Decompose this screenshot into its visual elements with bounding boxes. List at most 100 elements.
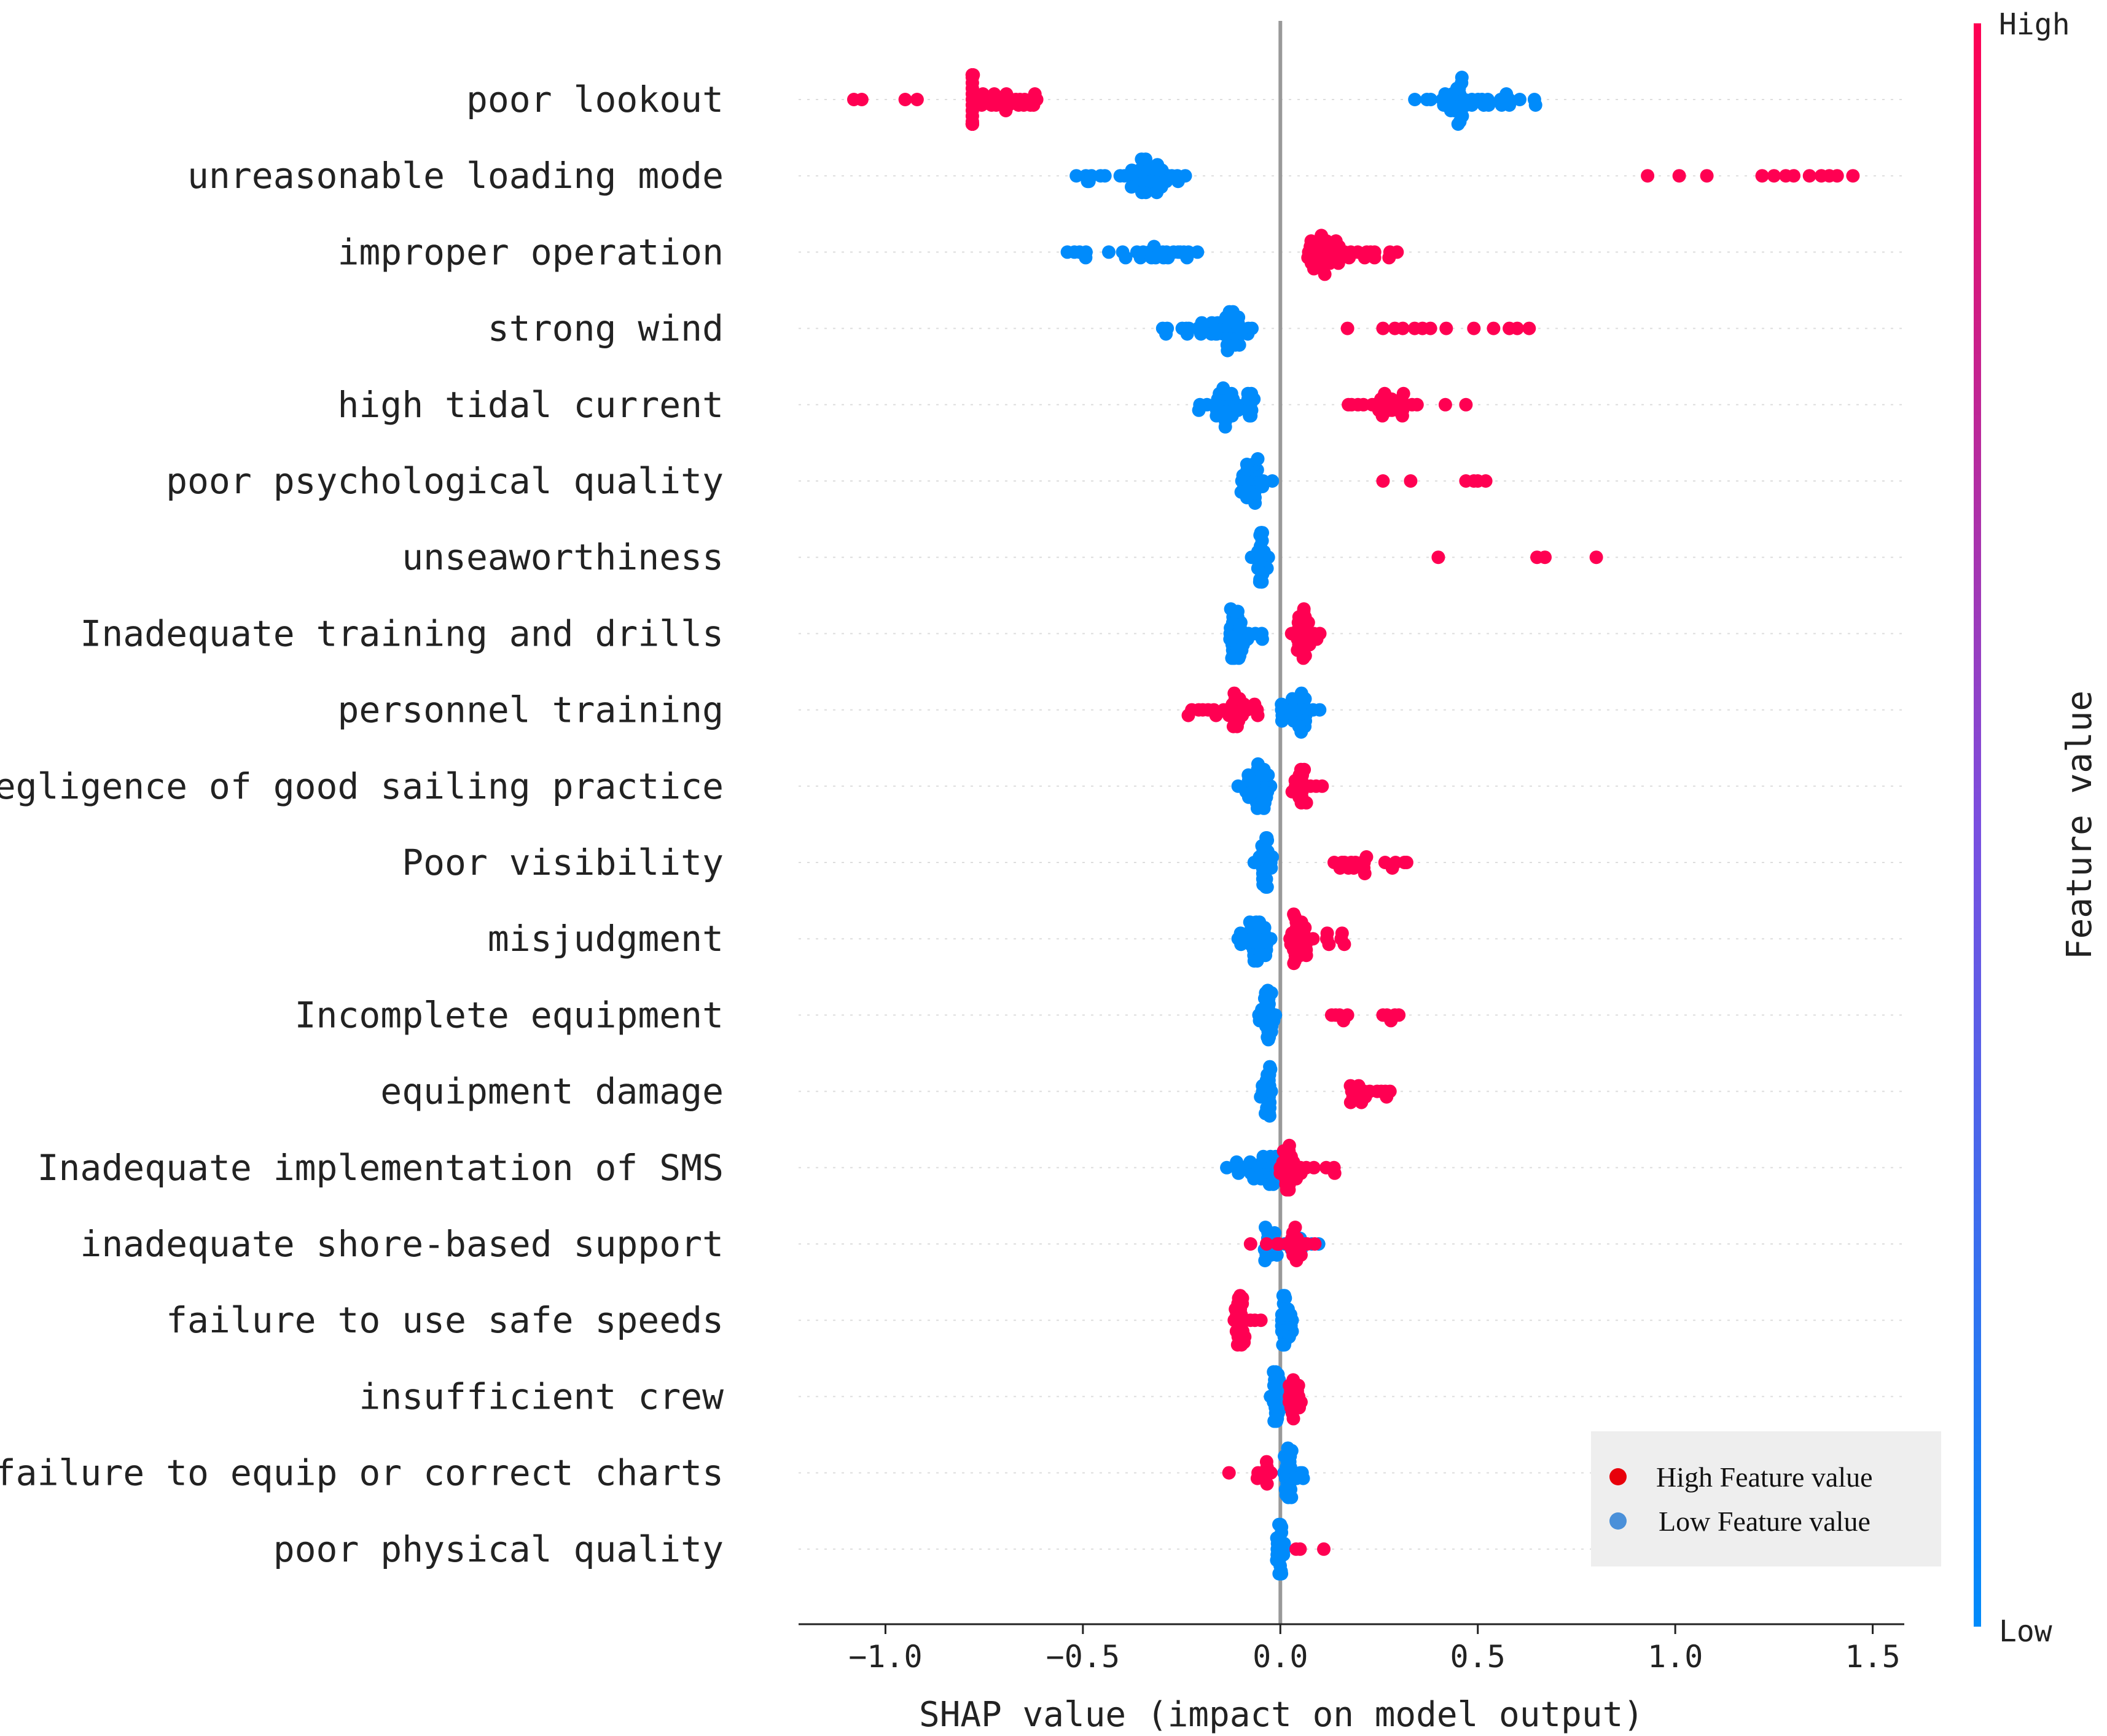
- colorbar: [1974, 23, 1981, 1627]
- shap-point: [1231, 779, 1245, 793]
- shap-point: [1320, 926, 1334, 940]
- shap-point: [1374, 1084, 1388, 1098]
- shap-points: [847, 68, 1860, 1581]
- shap-point: [1297, 762, 1312, 776]
- shap-point: [1307, 262, 1321, 276]
- shap-point: [1329, 234, 1343, 248]
- shap-point: [1256, 1079, 1270, 1093]
- feature-label: insufficient crew: [359, 1375, 724, 1417]
- shap-point: [1285, 1232, 1299, 1245]
- feature-label: improper operation: [337, 231, 724, 273]
- shap-point: [1272, 1566, 1286, 1581]
- shap-point: [1307, 1160, 1321, 1175]
- shap-point: [1538, 550, 1552, 565]
- shap-point: [976, 87, 990, 101]
- shap-point: [999, 104, 1013, 117]
- x-tick-label: 1.0: [1648, 1639, 1703, 1675]
- x-axis-title: SHAP value (impact on model output): [919, 1695, 1644, 1735]
- shap-point: [1487, 321, 1501, 335]
- shap-point: [1159, 327, 1173, 341]
- shap-point: [1243, 1155, 1257, 1169]
- shap-point: [1394, 392, 1408, 406]
- shap-point: [1231, 604, 1245, 619]
- feature-labels: poor lookout unreasonable loading mode imp…: [0, 79, 724, 1570]
- legend-low-swatch: [1609, 1512, 1627, 1530]
- shap-point: [965, 68, 979, 82]
- shap-point: [1396, 321, 1410, 335]
- shap-point: [1260, 1477, 1274, 1491]
- x-tick-label: 1.5: [1845, 1639, 1900, 1675]
- shap-point: [1382, 403, 1396, 417]
- shap-point: [1253, 1014, 1267, 1028]
- shap-point: [1264, 986, 1278, 1000]
- shap-point: [1246, 784, 1260, 799]
- shap-point: [1511, 321, 1524, 335]
- x-tick-label: 0.0: [1253, 1639, 1308, 1675]
- shap-point: [1259, 831, 1273, 845]
- shap-point: [1195, 316, 1209, 330]
- shap-point: [1262, 1109, 1276, 1123]
- shap-point: [1354, 1095, 1369, 1109]
- shap-point: [1358, 867, 1372, 880]
- shap-point: [1528, 98, 1542, 112]
- shap-point: [1420, 93, 1434, 106]
- shap-point: [1304, 234, 1318, 248]
- shap-point: [1256, 878, 1270, 891]
- feature-label: poor psychological quality: [166, 460, 724, 502]
- shap-point: [1209, 708, 1223, 722]
- shap-point: [1190, 245, 1205, 259]
- shap-point: [1119, 251, 1133, 265]
- shap-point: [1405, 397, 1419, 412]
- shap-point: [1300, 1237, 1314, 1251]
- shap-point: [854, 93, 869, 106]
- shap-point: [1255, 575, 1269, 589]
- shap-point: [1376, 474, 1390, 488]
- shap-point: [1220, 1160, 1234, 1175]
- shap-point: [1286, 1155, 1300, 1169]
- shap-point: [1438, 87, 1452, 101]
- legend-box: [1591, 1431, 1941, 1566]
- shap-point: [1226, 719, 1240, 733]
- shap-point: [1438, 397, 1452, 412]
- feature-label: Inadequate training and drills: [80, 612, 724, 654]
- shap-point: [1245, 386, 1259, 401]
- shap-point: [1251, 545, 1265, 559]
- shap-point: [1281, 1441, 1295, 1455]
- shap-point: [1292, 1401, 1306, 1415]
- shap-point: [1262, 1177, 1276, 1191]
- feature-label: strong wind: [488, 308, 724, 350]
- shap-point: [1451, 117, 1465, 131]
- shap-point: [965, 117, 979, 131]
- shap-point: [1263, 1060, 1277, 1074]
- shap-point: [1327, 856, 1341, 869]
- shap-point: [1367, 251, 1382, 265]
- shap-point: [1787, 169, 1800, 183]
- shap-point: [1235, 643, 1249, 657]
- shap-point: [1218, 420, 1232, 434]
- shap-point: [1495, 98, 1509, 112]
- shap-point: [1315, 229, 1329, 243]
- shap-point: [1301, 616, 1315, 630]
- shap-point: [1069, 169, 1084, 183]
- shap-point: [1280, 1183, 1294, 1197]
- shap-point: [1135, 186, 1149, 200]
- shap-point: [1286, 1412, 1300, 1426]
- shap-point: [1259, 948, 1273, 963]
- shap-point: [1285, 926, 1299, 940]
- feature-label: Inadequate implementation of SMS: [37, 1147, 724, 1189]
- shap-point: [1522, 321, 1536, 335]
- shap-point: [1248, 1313, 1262, 1327]
- shap-point: [1230, 1338, 1245, 1352]
- shap-point: [987, 87, 1001, 101]
- shap-point: [1479, 474, 1493, 488]
- shap-point: [1376, 321, 1390, 335]
- shap-point: [1294, 915, 1308, 929]
- shap-point: [1264, 1226, 1277, 1240]
- shap-point: [1272, 1373, 1286, 1387]
- feature-label: unreasonable loading mode: [187, 155, 724, 197]
- shap-point: [1322, 937, 1336, 952]
- colorbar-low-label: Low: [1999, 1614, 2052, 1649]
- shap-point: [1313, 703, 1327, 717]
- shap-point: [1391, 403, 1405, 417]
- x-tick-label: −1.0: [848, 1639, 922, 1675]
